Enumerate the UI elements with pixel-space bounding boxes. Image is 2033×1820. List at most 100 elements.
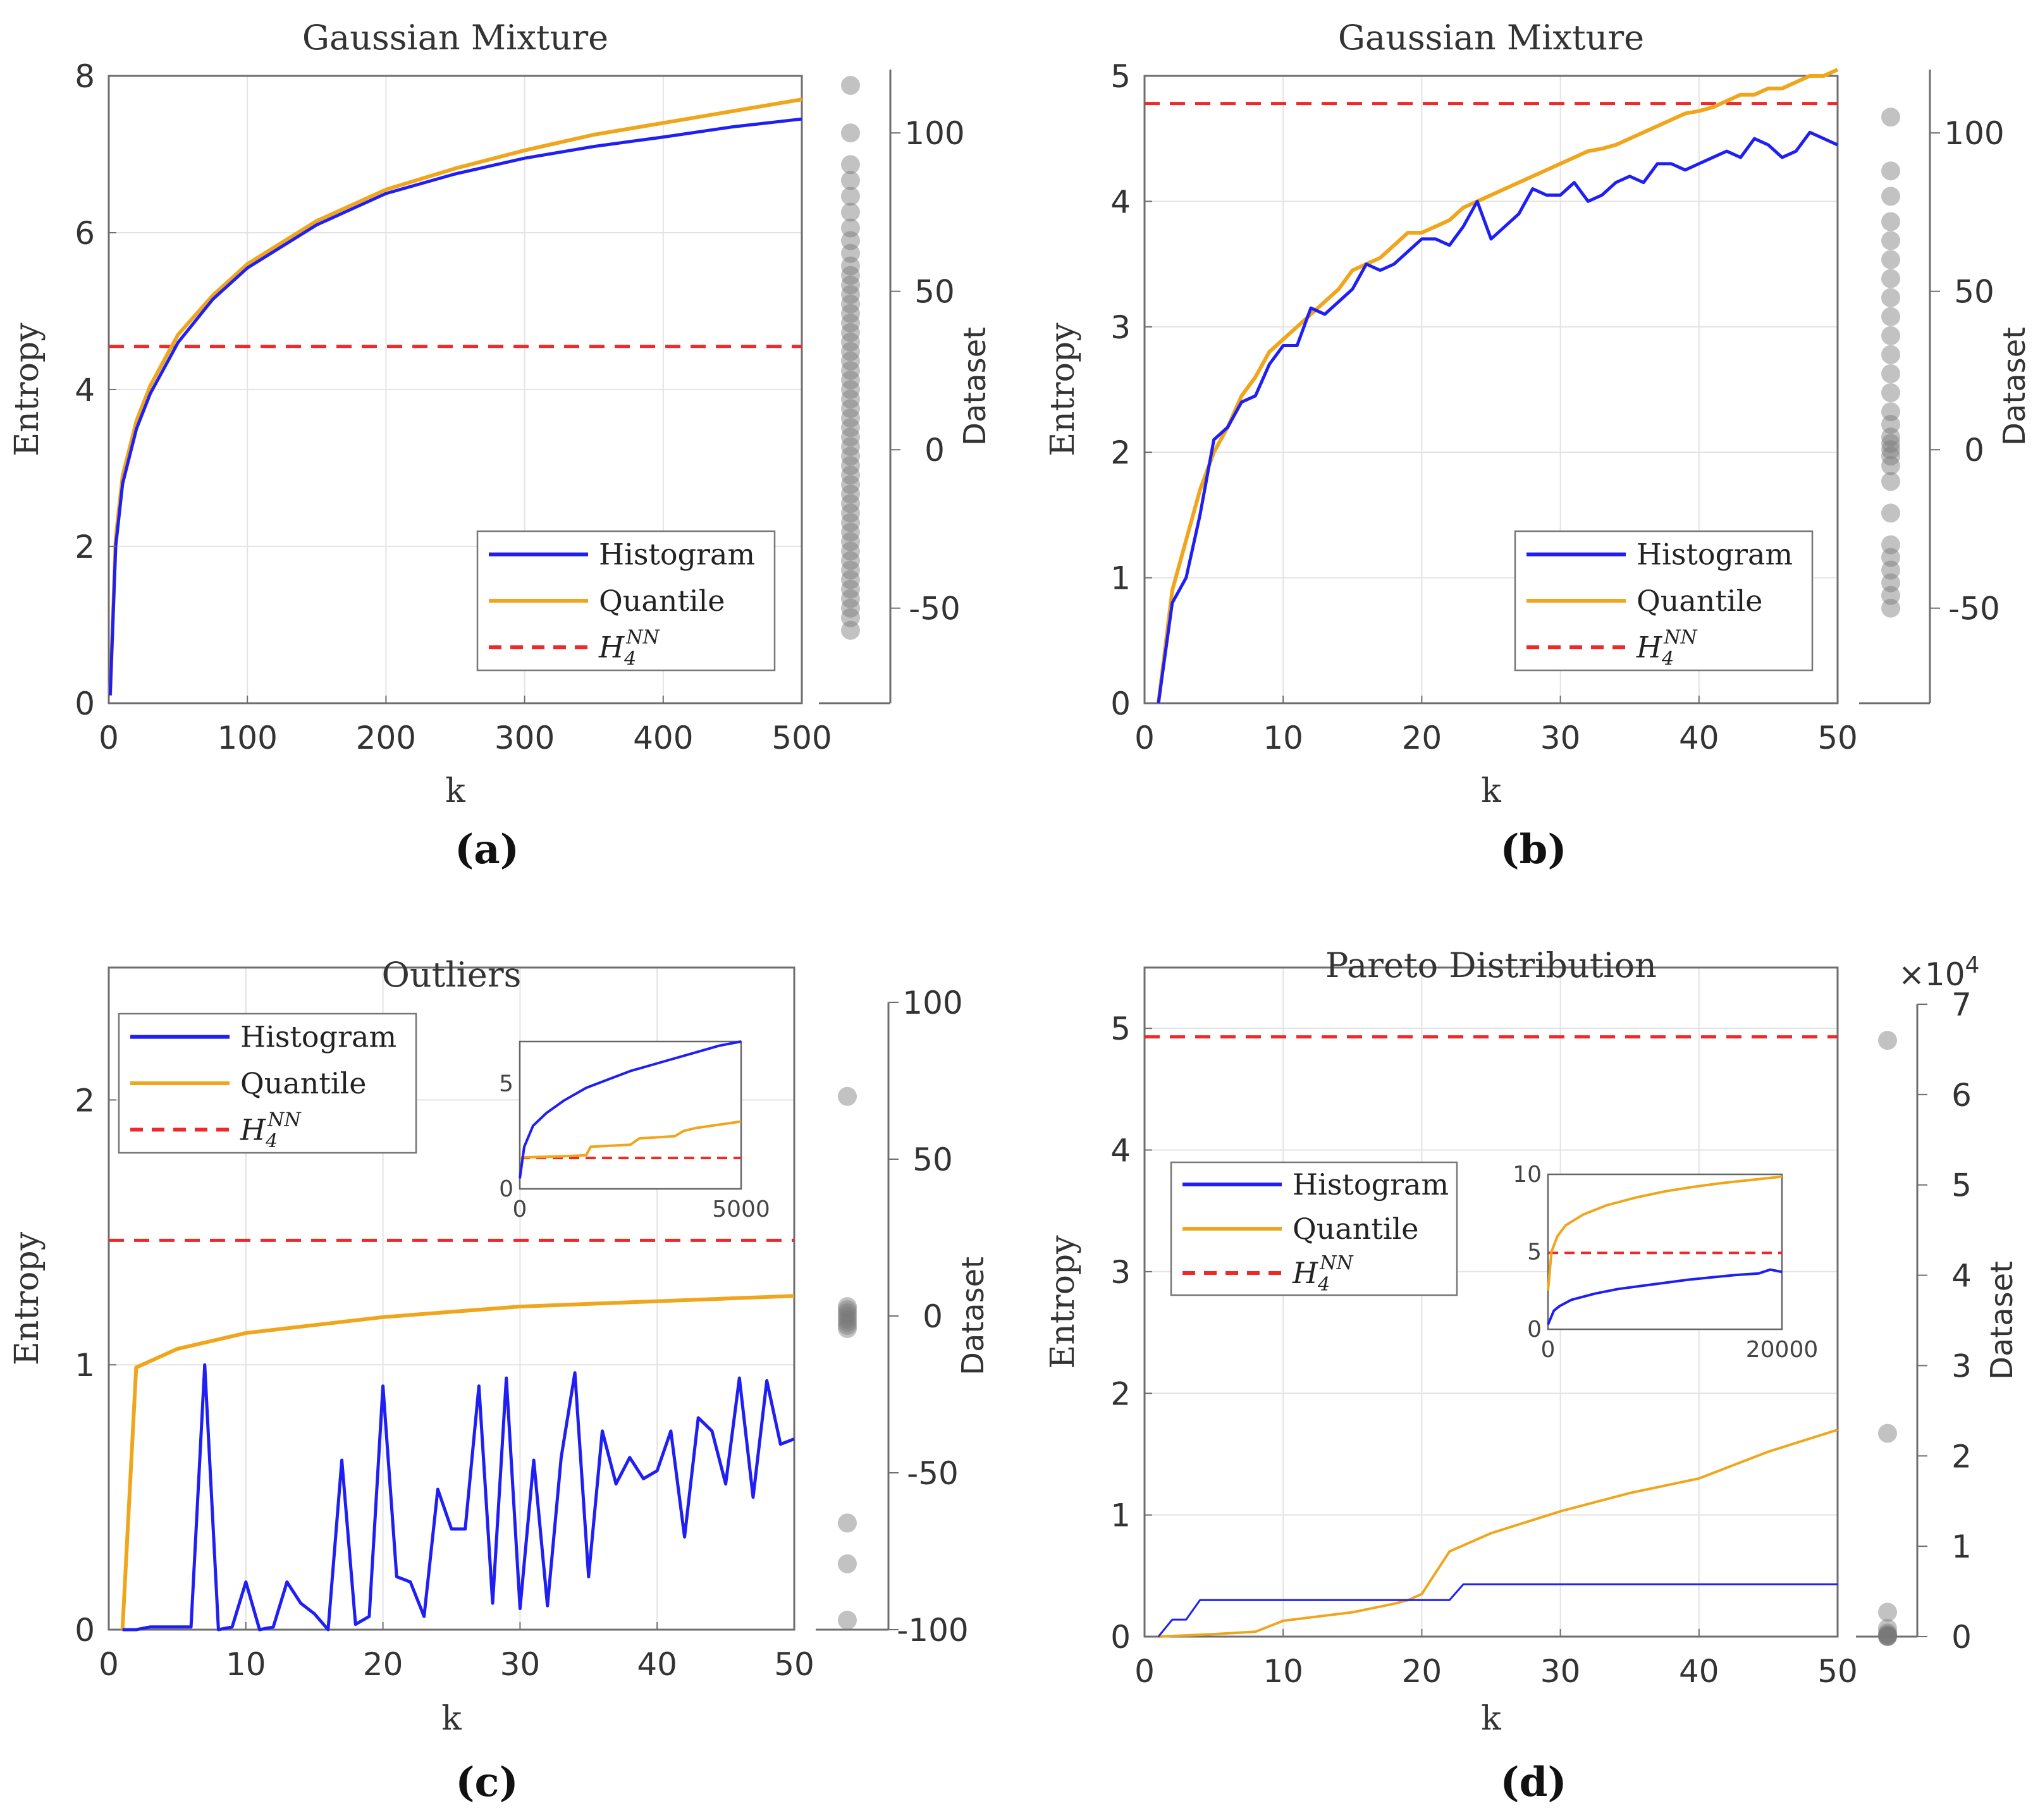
dataset-point: [1881, 307, 1900, 326]
dataset-point: [841, 598, 860, 618]
x-tick-label: 50: [774, 1646, 814, 1683]
y-tick-label: 2: [1110, 1375, 1131, 1412]
quantile-line: [1158, 1429, 1838, 1638]
dataset-point: [1878, 1625, 1897, 1645]
dataset-point: [1881, 326, 1900, 345]
chart-title: Gaussian Mixture: [302, 18, 608, 58]
chart-title: Outliers: [382, 955, 522, 995]
legend-hnn-base: H: [240, 1112, 266, 1147]
x-tick-label: 0: [99, 1646, 119, 1683]
y-tick-label: 1: [1110, 1497, 1131, 1534]
y-tick-label: 6: [75, 215, 95, 252]
dataset-point: [841, 579, 860, 599]
quantile-line: [108, 97, 802, 696]
inset-y-tick-label: 5: [1527, 1239, 1542, 1265]
dataset-tick-label: -50: [909, 591, 961, 627]
chart-title: Gaussian Mixture: [1338, 18, 1644, 58]
panel-label: (b): [1500, 826, 1566, 873]
dataset-exponent-base: ×10: [1898, 956, 1965, 993]
dataset-point: [841, 589, 860, 608]
dataset-point: [838, 1312, 857, 1332]
dataset-point: [1878, 1623, 1897, 1643]
dataset-point: [838, 1611, 857, 1630]
y-axis-label: Entropy: [8, 323, 46, 457]
legend-quantile-label: Quantile: [240, 1066, 367, 1100]
dataset-tick-label: 50: [912, 1141, 953, 1178]
dataset-point: [838, 1303, 857, 1323]
panel-label: (c): [455, 1759, 519, 1806]
dataset-point: [1881, 108, 1900, 127]
dataset-point: [1881, 383, 1900, 403]
legend-hnn-label: H4NN: [598, 626, 660, 670]
dataset-point: [841, 409, 860, 428]
dataset-axis-label: Dataset: [955, 1257, 991, 1375]
histogram-line: [1157, 1583, 1838, 1637]
x-tick-label: 200: [356, 720, 416, 756]
plot-frame: [1143, 966, 1839, 1638]
y-tick-label: 0: [75, 686, 95, 722]
inset-y-tick-label: 0: [1527, 1317, 1542, 1343]
dataset-tick-label: 0: [1964, 432, 1984, 469]
x-tick-label: 10: [226, 1646, 266, 1683]
dataset-point: [841, 475, 860, 495]
x-tick-label: 0: [1134, 1653, 1155, 1690]
dataset-point: [1878, 1619, 1897, 1639]
quantile-line: [120, 1294, 795, 1630]
y-tick-label: 0: [1110, 686, 1131, 722]
inset-frame: [519, 1040, 742, 1190]
dataset-point: [838, 1319, 857, 1338]
dataset-point: [841, 390, 860, 409]
legend-hnn-sub: 4: [1661, 648, 1674, 670]
dataset-point: [838, 1309, 857, 1329]
dataset-point: [841, 532, 860, 551]
dataset-tick-label: 6: [1951, 1077, 1972, 1114]
inset-x-tick-label: 20000: [1746, 1337, 1819, 1363]
dataset-point: [1881, 440, 1900, 460]
dataset-point: [1878, 1602, 1897, 1622]
histogram-line: [122, 1363, 795, 1632]
dataset-axis-label: Dataset: [1984, 1261, 2020, 1380]
dataset-point: [1881, 345, 1900, 364]
dataset-point: [1881, 288, 1900, 307]
x-axis-label: k: [445, 772, 465, 810]
dataset-point: [841, 456, 860, 476]
dataset-point: [838, 1554, 857, 1573]
y-tick-label: 3: [1110, 309, 1131, 346]
inset-histogram-line: [1547, 1268, 1783, 1325]
dataset-tick-label: 5: [1951, 1167, 1972, 1204]
legend-hnn-base: H: [1292, 1256, 1318, 1290]
dataset-tick-label: 4: [1951, 1258, 1972, 1294]
dataset-point: [841, 231, 860, 250]
y-axis-label: Entropy: [1044, 1235, 1082, 1369]
dataset-point: [841, 313, 860, 333]
dataset-tick-label: 50: [1954, 274, 1994, 311]
y-tick-label: 1: [1110, 560, 1131, 597]
dataset-point: [841, 437, 860, 457]
x-tick-label: 0: [1134, 720, 1155, 756]
dataset-point: [838, 1315, 857, 1335]
dataset-point: [1878, 1626, 1897, 1645]
x-tick-label: 30: [1540, 1653, 1581, 1690]
inset-y-tick-label: 10: [1513, 1162, 1542, 1188]
dataset-point: [841, 266, 860, 285]
dataset-point: [1881, 535, 1900, 555]
x-tick-label: 40: [1679, 720, 1719, 756]
dataset-point: [841, 155, 860, 175]
legend-histogram-label: Histogram: [240, 1020, 396, 1054]
y-tick-label: 4: [75, 372, 95, 409]
x-tick-label: 50: [1817, 1653, 1858, 1690]
dataset-point: [841, 465, 860, 485]
panel-label: (d): [1500, 1759, 1566, 1806]
dataset-tick-label: 0: [924, 432, 945, 469]
dataset-point: [841, 494, 860, 513]
x-tick-label: 20: [363, 1646, 403, 1683]
dataset-point: [841, 484, 860, 504]
dataset-point: [1881, 472, 1900, 491]
x-tick-label: 30: [1540, 720, 1581, 756]
dataset-point: [1881, 573, 1900, 593]
dataset-point: [841, 171, 860, 190]
inset-quantile-line: [520, 1120, 742, 1159]
dataset-point: [841, 187, 860, 206]
x-tick-label: 400: [633, 720, 693, 756]
